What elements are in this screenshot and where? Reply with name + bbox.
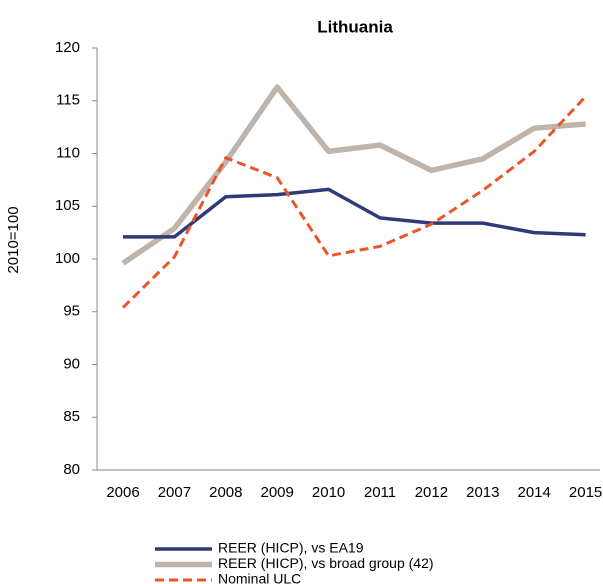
chart-title: Lithuania bbox=[317, 17, 393, 36]
x-tick-label: 2008 bbox=[209, 484, 242, 501]
x-tick-label: 2014 bbox=[518, 484, 551, 501]
y-axis-label: 2010=100 bbox=[5, 206, 22, 273]
legend-label: Nominal ULC bbox=[218, 571, 301, 584]
legend-label: REER (HICP), vs broad group (42) bbox=[218, 555, 434, 571]
y-tick-label: 100 bbox=[55, 250, 80, 267]
y-tick-label: 110 bbox=[56, 144, 80, 161]
x-tick-label: 2007 bbox=[158, 484, 191, 501]
y-tick-label: 85 bbox=[63, 408, 80, 425]
x-tick-label: 2010 bbox=[312, 484, 345, 501]
x-tick-label: 2006 bbox=[106, 484, 139, 501]
x-tick-label: 2009 bbox=[261, 484, 294, 501]
y-tick-label: 95 bbox=[63, 303, 80, 320]
y-tick-label: 80 bbox=[63, 461, 80, 478]
y-tick-label: 115 bbox=[56, 92, 80, 109]
x-tick-label: 2012 bbox=[415, 484, 448, 501]
x-tick-label: 2015 bbox=[569, 484, 602, 501]
series-line bbox=[123, 187, 586, 239]
y-tick-label: 105 bbox=[55, 197, 80, 214]
legend-label: REER (HICP), vs EA19 bbox=[218, 540, 364, 556]
x-tick-label: 2013 bbox=[466, 484, 499, 501]
y-tick-label: 120 bbox=[55, 39, 80, 56]
y-tick-label: 90 bbox=[63, 355, 80, 372]
series-line bbox=[121, 84, 586, 266]
series-line bbox=[121, 95, 587, 309]
x-tick-label: 2011 bbox=[364, 484, 396, 501]
